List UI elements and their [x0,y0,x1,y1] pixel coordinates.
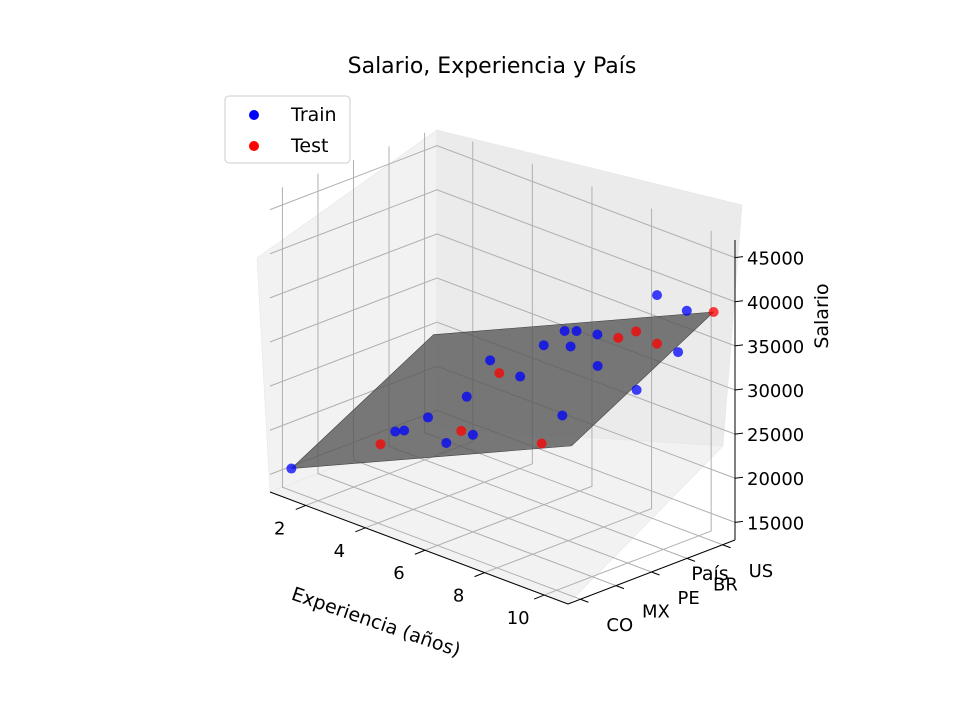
x-tick-mark [414,549,426,555]
train-point [467,429,478,440]
legend: Train Test [224,95,351,164]
train-point [592,360,603,371]
z-tick-label: 20000 [747,469,804,490]
train-point [485,355,496,366]
y-tick-label: PE [678,588,700,609]
z-tick-label: 30000 [747,381,804,402]
test-point [536,438,547,449]
x-gridline [484,208,653,574]
train-point [286,463,297,474]
y-tick-mark [651,571,660,576]
y-gridline [281,187,581,600]
x-tick-mark [533,594,545,600]
train-point [441,437,452,448]
train-point [559,325,570,336]
y-tick-label: CO [606,615,633,636]
x-gridline [543,231,712,596]
z-tick-label: 35000 [747,337,804,358]
x-tick-label: 6 [393,563,404,584]
x-gridline [424,186,593,551]
train-point [652,290,663,301]
x-tick-label: 10 [507,608,530,629]
legend-marker-train [249,110,259,120]
z-tick-mark [734,520,744,523]
x-tick-label: 8 [453,586,464,607]
x-axis-label: Experiencia (años) [289,583,464,662]
train-point [681,305,692,316]
test-point [375,439,386,450]
z-tick-label: 25000 [747,425,804,446]
train-point [399,425,410,436]
test-point [613,332,624,343]
data-points [286,290,719,474]
z-tick-label: 15000 [747,513,804,534]
z-tick-mark [734,476,744,479]
test-point [494,368,505,379]
y-tick-label: US [749,561,774,582]
legend-label-test: Test [290,135,328,157]
x-gridline [365,163,533,529]
train-point [571,326,582,337]
z-tick-mark [734,300,744,303]
z-tick-mark [734,256,744,259]
y-tick-mark [580,598,589,603]
y-tick-mark [722,544,731,549]
train-point [592,329,603,340]
y-tick-label: BR [713,574,738,595]
z-gridline [269,189,736,303]
test-point [631,326,642,337]
legend-marker-test [249,141,259,151]
z-tick-mark [734,388,744,391]
y-tick-mark [615,585,625,590]
test-point [652,338,663,349]
z-tick-label: 45000 [747,249,804,270]
y-gridline [317,173,617,587]
z-gridline [269,233,736,347]
x-tick-mark [355,527,366,533]
train-point [515,371,526,382]
x-tick-mark [474,572,485,578]
train-point [673,347,684,358]
x-tick-mark [295,504,306,510]
y-axis-line [567,539,736,605]
train-point [423,412,433,423]
y-tick-label: MX [642,602,670,623]
y-tick-mark [686,557,696,562]
axes: 2 4 6 8 10 CO MX PE BR US 15000 20000 25000 30000 3500… [269,240,804,636]
test-point [456,425,467,436]
chart-title: Salario, Experiencia y País [348,54,637,79]
legend-label-train: Train [290,104,337,126]
y-axis-label: País [691,563,728,585]
z-tick-mark [734,344,744,347]
train-point [631,384,642,395]
z-gridline [269,321,736,435]
train-point [461,391,472,402]
z-gridline [269,145,736,259]
x-axis-line [269,491,569,605]
test-point [708,306,719,317]
train-point [538,340,549,351]
z-axis-label: Salario [811,283,833,348]
z-tick-mark [734,432,744,435]
train-point [557,410,568,421]
x-tick-label: 4 [334,541,345,562]
train-point [565,341,576,352]
z-tick-label: 40000 [747,293,804,314]
x-tick-label: 2 [274,518,285,539]
train-point [390,426,401,437]
